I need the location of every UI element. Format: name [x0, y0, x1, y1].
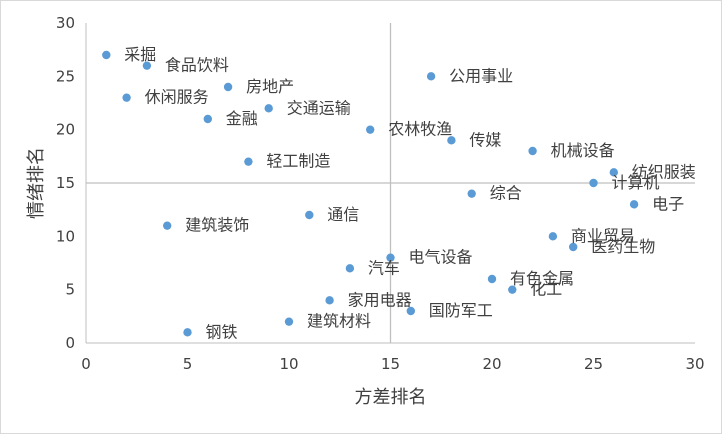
point-label: 有色金属 — [510, 269, 574, 288]
point-label: 轻工制造 — [266, 152, 330, 171]
point-label: 家用电器 — [348, 290, 412, 309]
point-label: 医药生物 — [591, 237, 655, 256]
point-label: 交通运输 — [287, 98, 351, 117]
point-label: 钢铁 — [206, 322, 238, 341]
data-points — [102, 50, 639, 337]
data-point — [406, 306, 415, 316]
point-label: 房地产 — [246, 77, 294, 96]
x-axis-title: 方差排名 — [355, 387, 427, 408]
point-label: 通信 — [327, 205, 359, 224]
point-label: 化工 — [530, 280, 562, 299]
data-point — [244, 157, 253, 166]
data-point — [264, 104, 273, 113]
data-point — [487, 274, 497, 284]
data-point — [345, 264, 355, 273]
data-point — [163, 221, 172, 230]
point-label: 电子 — [652, 194, 684, 213]
point-label: 计算机 — [612, 173, 660, 192]
data-point — [447, 136, 456, 145]
point-label: 国防军工 — [429, 301, 493, 320]
x-tick-label: 20 — [482, 355, 501, 373]
x-tick-label: 15 — [381, 355, 400, 373]
data-point — [102, 50, 111, 60]
point-label: 建筑装饰 — [185, 216, 249, 235]
x-tick-label: 30 — [685, 355, 704, 373]
data-point — [325, 296, 334, 305]
data-point — [223, 82, 233, 92]
point-label: 建筑材料 — [307, 312, 371, 331]
x-tick-label: 25 — [584, 355, 603, 373]
x-tick-label: 0 — [81, 355, 91, 373]
y-tick-label: 30 — [56, 14, 75, 32]
data-point — [426, 72, 436, 81]
point-label: 休闲服务 — [145, 88, 209, 107]
data-point — [609, 168, 618, 177]
data-point — [629, 200, 639, 209]
y-tick-label: 25 — [56, 67, 75, 85]
y-tick-label: 5 — [65, 281, 75, 299]
data-point — [528, 146, 537, 156]
point-label: 农林牧渔 — [388, 120, 452, 139]
x-tick-labels: 0 5 10 15 20 25 30 — [81, 355, 704, 373]
point-label: 食品饮料 — [165, 56, 229, 75]
point-label: 纺织服装 — [632, 162, 696, 181]
data-point — [508, 285, 517, 294]
point-label: 电气设备 — [409, 248, 473, 267]
point-label: 金融 — [226, 109, 258, 128]
point-label: 商业贸易 — [571, 226, 635, 245]
data-point — [548, 232, 558, 241]
y-axis-title: 情绪排名 — [26, 147, 47, 219]
data-point — [142, 61, 152, 70]
data-point — [386, 253, 395, 262]
data-point — [305, 210, 314, 220]
x-tick-label: 5 — [183, 355, 193, 373]
data-point — [569, 242, 578, 252]
point-label: 传媒 — [469, 130, 501, 149]
y-tick-label: 0 — [65, 334, 75, 352]
point-label: 综合 — [490, 184, 522, 203]
y-tick-label: 20 — [56, 121, 75, 139]
y-tick-label: 10 — [56, 227, 75, 245]
point-label: 公用事业 — [449, 66, 513, 85]
y-tick-labels: 0 5 10 15 20 25 30 — [56, 14, 75, 352]
data-point — [122, 93, 131, 102]
data-point — [203, 114, 212, 124]
point-label: 采掘 — [124, 45, 156, 64]
point-label: 机械设备 — [551, 141, 615, 160]
point-label: 汽车 — [368, 258, 400, 277]
data-point — [589, 178, 598, 188]
data-point — [366, 125, 375, 134]
data-point — [284, 317, 294, 326]
data-point — [467, 189, 476, 198]
y-tick-label: 15 — [56, 174, 75, 192]
x-tick-label: 10 — [279, 355, 298, 373]
data-point — [183, 328, 192, 337]
